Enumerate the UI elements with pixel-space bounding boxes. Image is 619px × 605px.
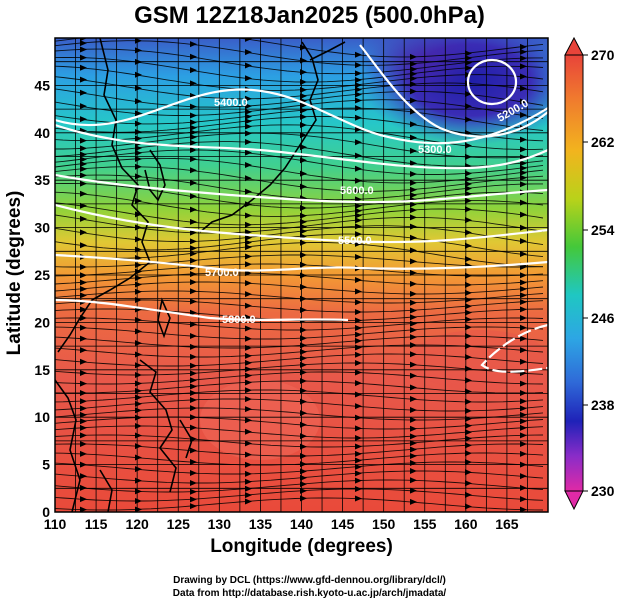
colorbar: 270 262 254 246 238 230 [564, 36, 615, 511]
contour-label-5500: 5500.0 [338, 235, 372, 247]
chart-title: GSM 12Z18Jan2025 (500.0hPa) [134, 2, 485, 29]
x-tick-label-110: 110 [44, 516, 67, 532]
credit-data-source: Data from http://database.rish.kyoto-u.a… [172, 588, 447, 599]
x-tick-label-140: 140 [290, 516, 314, 532]
contour-label-5300: 5300.0 [418, 144, 452, 156]
x-tick-label-145: 145 [331, 516, 355, 532]
contour-label-5700: 5700.0 [205, 267, 239, 279]
x-tick-label-160: 160 [454, 516, 478, 532]
colorbar-scale [564, 54, 584, 492]
height-contours [55, 44, 548, 373]
y-tick-label-15: 15 [34, 362, 50, 378]
y-tick-label-35: 35 [34, 172, 50, 188]
x-tick-label-135: 135 [249, 516, 273, 532]
y-axis-ticks: 0 5 10 15 20 25 30 35 40 45 [34, 77, 50, 520]
x-tick-label-125: 125 [167, 516, 191, 532]
y-tick-label-5: 5 [42, 457, 50, 473]
x-tick-label-165: 165 [495, 516, 519, 532]
colorbar-label-246: 246 [591, 310, 615, 326]
low-center-contour [466, 58, 518, 106]
x-axis-label: Longitude (degrees) [210, 536, 393, 557]
plot-frame [54, 37, 549, 513]
x-tick-label-150: 150 [372, 516, 396, 532]
colorbar-label-238: 238 [591, 397, 615, 413]
colorbar-label-262: 262 [591, 134, 615, 150]
y-tick-label-40: 40 [34, 125, 50, 141]
x-tick-label-120: 120 [125, 516, 149, 532]
y-tick-label-10: 10 [34, 409, 50, 425]
lat-lon-grid [55, 38, 548, 512]
y-tick-label-25: 25 [34, 267, 50, 283]
contour-label-5800: 5800.0 [222, 314, 256, 326]
colorbar-bottom-arrow [564, 490, 584, 511]
y-axis-label: Latitude (degrees) [4, 190, 25, 356]
colorbar-label-230: 230 [591, 483, 615, 499]
x-axis-ticks: 110 115 120 125 130 135 140 145 150 155 160 165 [44, 516, 519, 532]
y-tick-label-20: 20 [34, 314, 50, 330]
y-tick-label-0: 0 [42, 504, 50, 520]
contour-label-5600: 5600.0 [340, 185, 374, 197]
x-tick-label-130: 130 [208, 516, 232, 532]
y-tick-label-45: 45 [34, 77, 50, 93]
credit-dcl: Drawing by DCL (https://www.gfd-dennou.o… [173, 575, 446, 586]
colorbar-label-254: 254 [591, 222, 615, 238]
y-tick-label-30: 30 [34, 220, 50, 236]
x-tick-label-115: 115 [85, 516, 108, 532]
colorbar-label-270: 270 [591, 47, 615, 63]
contour-label-5400: 5400.0 [214, 97, 248, 109]
x-tick-label-155: 155 [413, 516, 437, 532]
colorbar-top-arrow [564, 36, 584, 56]
